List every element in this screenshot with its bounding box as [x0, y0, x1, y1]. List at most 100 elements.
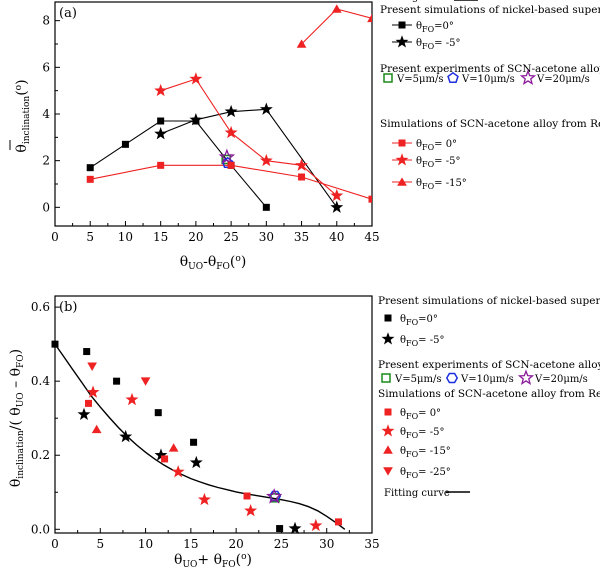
- data-point: [86, 175, 94, 183]
- panel-a: 0 5 10 15 20 25 30 35 40 45 0 2 4 6 8 (a) θUO-θFO(o) θinc…: [9, 1, 600, 272]
- x-axis-label: θUO-θFO(o): [180, 254, 247, 272]
- x-tick-label: 35: [294, 230, 309, 244]
- data-point: [157, 117, 165, 125]
- data-point: [140, 377, 151, 386]
- data-point: [85, 399, 93, 407]
- legend-header: Present experiments of SCN-acetone alloy…: [378, 359, 600, 371]
- data-point: [125, 392, 139, 406]
- y-tick-label: 0.2: [31, 448, 50, 462]
- legend-label: θFO=0°: [416, 21, 454, 34]
- data-point: [113, 377, 121, 385]
- data-point: [51, 340, 59, 348]
- data-point: [224, 125, 238, 139]
- legend-marker: [383, 73, 393, 83]
- legend-header: Simulations of SCN-acetone alloy from Re…: [378, 388, 600, 400]
- legend-header: Simulations of SCN-acetone alloy from Re…: [380, 118, 600, 130]
- data-point: [259, 153, 273, 167]
- fitting-curve: [54, 343, 346, 530]
- y-tick-label: 2: [42, 154, 50, 168]
- legend-label: V=10μm/s: [460, 374, 514, 385]
- legend-header: Present simulations of nickel-based supe…: [378, 295, 600, 307]
- data-point: [161, 455, 169, 463]
- legend-marker: [445, 372, 459, 384]
- y-axis-label: θinclination/( θUO – θFO): [8, 349, 26, 487]
- data-point: [171, 465, 185, 478]
- x-tick-label: 10: [118, 230, 133, 244]
- legend-marker: [383, 445, 393, 454]
- data-point: [121, 140, 129, 148]
- legend-marker: [398, 139, 406, 147]
- data-point: [197, 492, 211, 506]
- x-tick-label: 10: [138, 537, 153, 551]
- legend-label: θFO= -25°: [400, 467, 451, 480]
- y-tick-label: 8: [42, 14, 50, 28]
- data-point: [276, 525, 284, 533]
- y-tick-label: 0.0: [31, 522, 50, 536]
- legend-marker: [381, 424, 395, 437]
- data-point: [190, 438, 198, 446]
- legend-marker: [519, 69, 537, 85]
- legend-label: V=5μm/s: [394, 374, 441, 385]
- data-point: [331, 4, 342, 13]
- data-point: [259, 102, 273, 115]
- data-point: [262, 203, 270, 211]
- data-point: [154, 448, 168, 461]
- legend-label: Fitting curve: [384, 488, 450, 499]
- series-line: [90, 164, 372, 200]
- data-point: [227, 161, 235, 169]
- data-point: [154, 409, 162, 417]
- data-point: [154, 83, 168, 97]
- legend-marker: [383, 467, 393, 476]
- legend-marker: [517, 369, 535, 385]
- legend-marker: [447, 71, 459, 83]
- legend-header: Present experiments of SCN-acetone alloy…: [380, 63, 600, 75]
- x-axis-label: θUO+ θFO(o): [174, 552, 252, 570]
- legend-header: Present simulations of nickel-based supe…: [380, 4, 600, 16]
- data-point: [157, 161, 165, 169]
- legend-label: θFO= -5°: [416, 38, 460, 51]
- legend-label: θFO= -15°: [416, 178, 467, 191]
- data-point: [368, 195, 372, 203]
- legend-label: θFO= 0°: [416, 139, 457, 152]
- data-point: [77, 407, 91, 420]
- data-point: [298, 173, 306, 181]
- x-tick-label: 5: [86, 230, 94, 244]
- x-tick-label: 35: [364, 537, 379, 551]
- legend-marker: [381, 373, 391, 383]
- x-tick-label: 20: [229, 537, 244, 551]
- data-point: [330, 200, 344, 213]
- legend-label: Fitting curve: [384, 0, 450, 3]
- plot-frame: [54, 295, 373, 534]
- legend-label: θFO=0°: [400, 314, 438, 327]
- legend-label: θFO= -15°: [400, 446, 451, 459]
- legend-label: θFO= -5°: [400, 427, 444, 440]
- data-point: [119, 429, 133, 443]
- legend-marker: [384, 408, 392, 416]
- data-point: [265, 488, 283, 504]
- data-point: [168, 443, 179, 452]
- data-point: [91, 424, 102, 434]
- legend-marker: [397, 177, 407, 186]
- x-tick-label: 25: [274, 537, 289, 551]
- data-point: [86, 385, 100, 398]
- series-layer: [51, 340, 342, 535]
- y-axis-label-text: θinclination/( θUO – θFO): [8, 349, 26, 487]
- series-layer: [86, 4, 372, 213]
- y-tick-label: 6: [42, 60, 50, 74]
- data-point: [87, 362, 97, 371]
- x-tick-label: 0: [51, 230, 59, 244]
- data-point: [295, 158, 309, 171]
- data-point: [189, 455, 203, 469]
- x-tick-label: 25: [223, 230, 238, 244]
- legend-label: θFO= 0°: [400, 408, 441, 421]
- data-point: [224, 104, 238, 118]
- x-tick-label: 30: [259, 230, 274, 244]
- legend-marker: [395, 35, 409, 48]
- y-axis-label-text: θinclination(o): [14, 79, 32, 152]
- data-point: [367, 13, 372, 23]
- series-line: [301, 8, 372, 45]
- x-tick-label: 5: [96, 537, 104, 551]
- legend-label: V=5μm/s: [396, 74, 443, 85]
- y-tick-label: 0.6: [31, 300, 50, 314]
- x-tick-label: 20: [188, 230, 203, 244]
